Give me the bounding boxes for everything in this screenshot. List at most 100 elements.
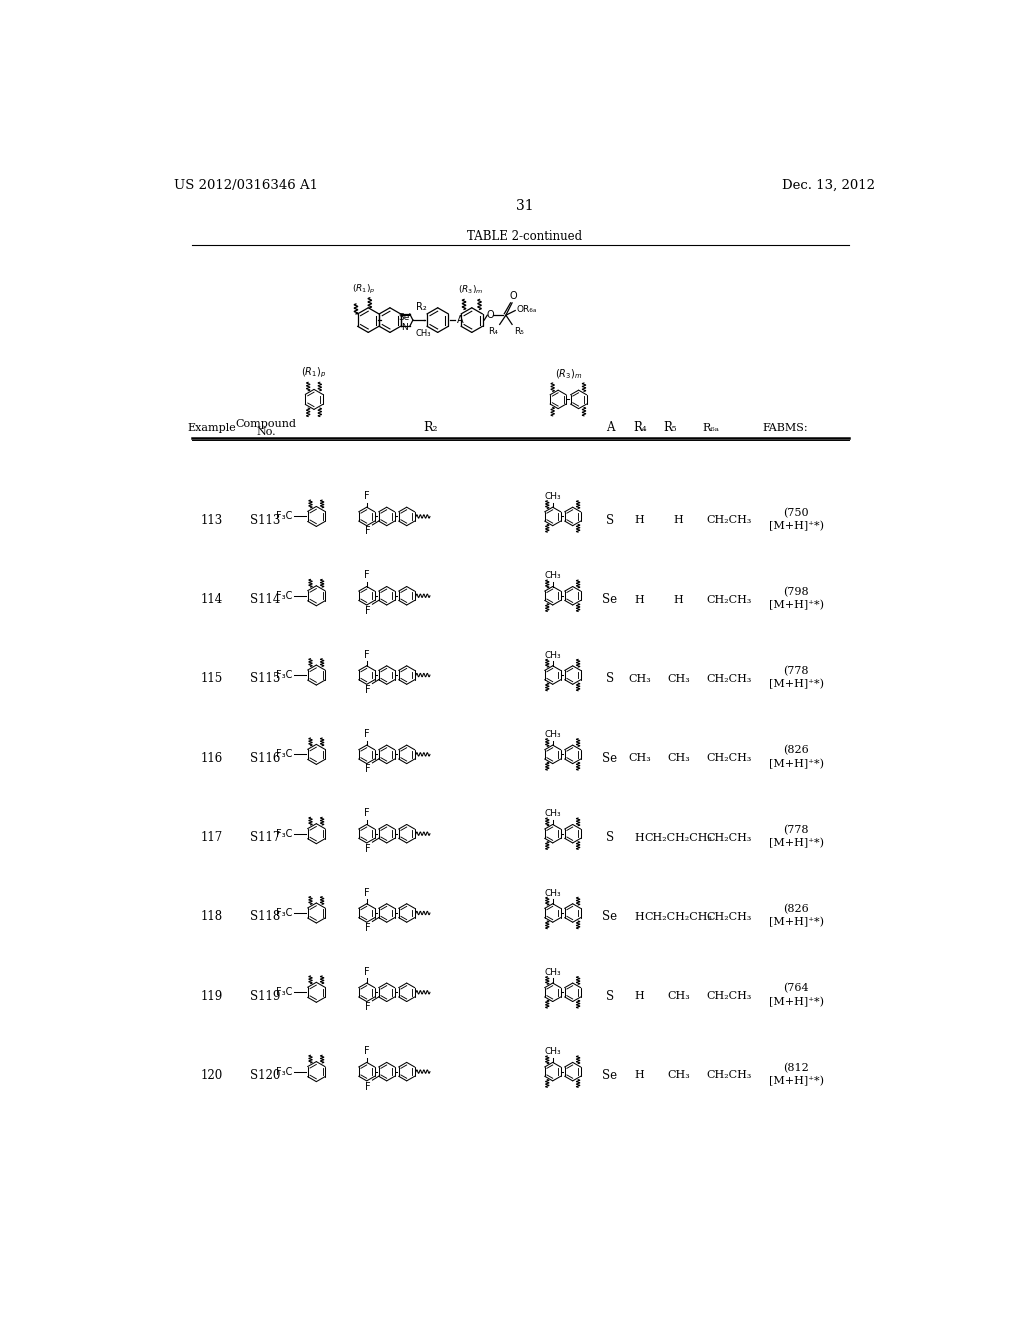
Text: F₃C: F₃C — [275, 671, 292, 680]
Text: 114: 114 — [201, 593, 223, 606]
Text: S113: S113 — [250, 513, 281, 527]
Text: CH₃: CH₃ — [667, 675, 689, 684]
Text: TABLE 2-continued: TABLE 2-continued — [467, 231, 583, 243]
Text: O: O — [510, 290, 517, 301]
Text: CH₃: CH₃ — [545, 572, 561, 581]
Text: F: F — [364, 808, 370, 818]
Text: F: F — [366, 606, 371, 615]
Text: CH₂CH₂CH₃: CH₂CH₂CH₃ — [644, 833, 713, 842]
Text: Se: Se — [602, 911, 617, 924]
Text: S118: S118 — [250, 911, 281, 924]
Text: 116: 116 — [201, 751, 223, 764]
Text: CH₃: CH₃ — [545, 888, 561, 898]
Text: CH₂CH₃: CH₂CH₃ — [706, 912, 752, 921]
Text: Dec. 13, 2012: Dec. 13, 2012 — [782, 178, 876, 191]
Text: (778: (778 — [783, 825, 809, 836]
Text: CH₃: CH₃ — [545, 492, 561, 502]
Text: F: F — [366, 685, 371, 696]
Text: R₅: R₅ — [514, 327, 523, 335]
Text: [M+H]⁺*): [M+H]⁺*) — [769, 759, 823, 768]
Text: CH₂CH₃: CH₂CH₃ — [706, 754, 752, 763]
Text: F: F — [366, 1081, 371, 1092]
Text: (826: (826 — [783, 904, 809, 915]
Text: H: H — [635, 912, 644, 921]
Text: A: A — [606, 421, 614, 434]
Text: O: O — [486, 310, 495, 321]
Text: F: F — [366, 527, 371, 536]
Text: 120: 120 — [201, 1069, 223, 1082]
Text: $(R_1)_p$: $(R_1)_p$ — [352, 282, 375, 296]
Text: H: H — [635, 1071, 644, 1081]
Text: R₄: R₄ — [488, 327, 498, 335]
Text: F: F — [364, 1047, 370, 1056]
Text: CH₃: CH₃ — [545, 730, 561, 739]
Text: CH₃: CH₃ — [545, 651, 561, 660]
Text: R₅: R₅ — [664, 421, 677, 434]
Text: S: S — [606, 672, 614, 685]
Text: (812: (812 — [783, 1063, 809, 1073]
Text: H: H — [674, 594, 683, 605]
Text: [M+H]⁺*): [M+H]⁺*) — [769, 997, 823, 1007]
Text: S116: S116 — [250, 751, 281, 764]
Text: CH₂CH₃: CH₂CH₃ — [706, 991, 752, 1001]
Text: N: N — [401, 323, 409, 333]
Text: R₆ₐ: R₆ₐ — [702, 422, 719, 433]
Text: [M+H]⁺*): [M+H]⁺*) — [769, 917, 823, 928]
Text: F₃C: F₃C — [275, 987, 292, 998]
Text: H: H — [635, 833, 644, 842]
Text: 119: 119 — [201, 990, 223, 1003]
Text: F₃C: F₃C — [275, 1067, 292, 1077]
Text: Compound: Compound — [236, 418, 297, 429]
Text: F: F — [364, 729, 370, 739]
Text: CH₃: CH₃ — [667, 991, 689, 1001]
Text: [M+H]⁺*): [M+H]⁺*) — [769, 1076, 823, 1086]
Text: CH₃: CH₃ — [545, 809, 561, 818]
Text: F: F — [364, 649, 370, 660]
Text: S117: S117 — [250, 832, 281, 843]
Text: F₃C: F₃C — [275, 908, 292, 917]
Text: F: F — [364, 887, 370, 898]
Text: R₂: R₂ — [423, 421, 437, 434]
Text: CH₃: CH₃ — [628, 754, 651, 763]
Text: F: F — [366, 764, 371, 775]
Text: Se: Se — [602, 593, 617, 606]
Text: H: H — [635, 991, 644, 1001]
Text: CH₃: CH₃ — [416, 329, 431, 338]
Text: F: F — [366, 923, 371, 933]
Text: Example: Example — [187, 422, 237, 433]
Text: R₂: R₂ — [416, 302, 427, 313]
Text: 115: 115 — [201, 672, 223, 685]
Text: CH₂CH₃: CH₂CH₃ — [706, 833, 752, 842]
Text: FABMS:: FABMS: — [763, 422, 808, 433]
Text: CH₂CH₂CH₃: CH₂CH₂CH₃ — [644, 912, 713, 921]
Text: F₃C: F₃C — [275, 829, 292, 838]
Text: [M+H]⁺*): [M+H]⁺*) — [769, 678, 823, 689]
Text: 113: 113 — [201, 513, 223, 527]
Text: $(R_3)_m$: $(R_3)_m$ — [555, 367, 582, 381]
Text: S: S — [606, 832, 614, 843]
Text: F₃C: F₃C — [275, 591, 292, 601]
Text: Se: Se — [398, 313, 410, 322]
Text: CH₂CH₃: CH₂CH₃ — [706, 1071, 752, 1081]
Text: F: F — [364, 491, 370, 502]
Text: CH₃: CH₃ — [545, 1047, 561, 1056]
Text: F: F — [366, 1002, 371, 1012]
Text: S115: S115 — [250, 672, 281, 685]
Text: F: F — [364, 968, 370, 977]
Text: CH₃: CH₃ — [667, 754, 689, 763]
Text: OR₆ₐ: OR₆ₐ — [517, 305, 538, 314]
Text: US 2012/0316346 A1: US 2012/0316346 A1 — [174, 178, 318, 191]
Text: [M+H]⁺*): [M+H]⁺*) — [769, 599, 823, 610]
Text: (750: (750 — [783, 507, 809, 517]
Text: 118: 118 — [201, 911, 223, 924]
Text: F₃C: F₃C — [275, 750, 292, 759]
Text: Se: Se — [602, 751, 617, 764]
Text: (778: (778 — [783, 667, 809, 676]
Text: $(R_1)_p$: $(R_1)_p$ — [301, 366, 327, 380]
Text: $(R_3)_m$: $(R_3)_m$ — [458, 284, 483, 296]
Text: CH₂CH₃: CH₂CH₃ — [706, 594, 752, 605]
Text: S119: S119 — [250, 990, 281, 1003]
Text: CH₃: CH₃ — [545, 968, 561, 977]
Text: 117: 117 — [201, 832, 223, 843]
Text: (798: (798 — [783, 587, 809, 597]
